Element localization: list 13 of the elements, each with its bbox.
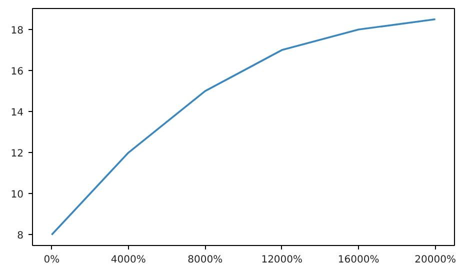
y-tick-label: 14 xyxy=(10,108,24,119)
x-tick-label: 0% xyxy=(44,254,60,266)
line-series xyxy=(50,18,436,236)
y-tick-label: 16 xyxy=(10,66,24,78)
x-tick-label: 16000% xyxy=(338,254,380,266)
y-tick-label: 18 xyxy=(10,26,24,37)
y-tick-label: 10 xyxy=(10,190,24,201)
y-tick-label: 12 xyxy=(10,148,24,160)
x-tick-label: 20000% xyxy=(414,254,456,266)
x-tick-label: 12000% xyxy=(261,254,303,266)
x-tick-label: 8000% xyxy=(188,254,223,266)
x-tick-label: 4000% xyxy=(110,254,146,266)
y-tick-label: 8 xyxy=(17,230,24,242)
